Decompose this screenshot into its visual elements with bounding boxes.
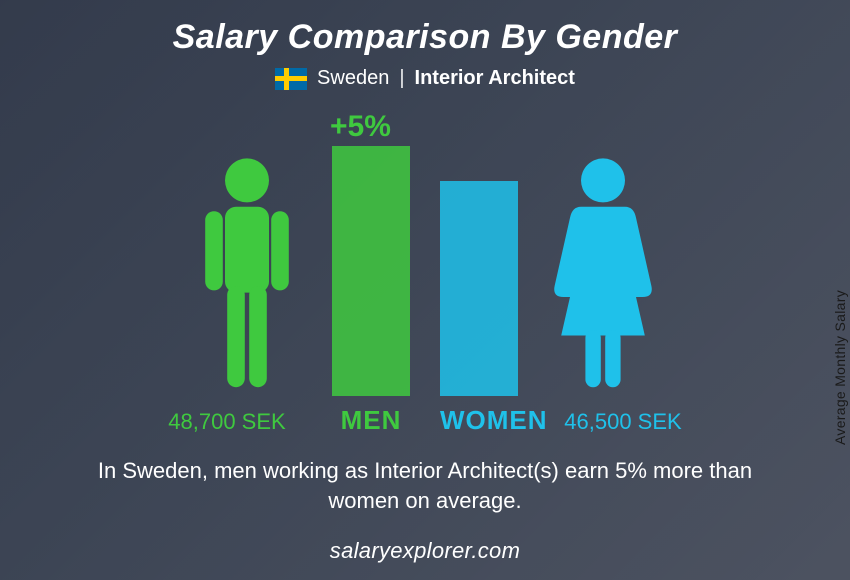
header: Salary Comparison By Gender Sweden | Int…: [0, 0, 850, 90]
bottom-labels: 48,700 SEK MEN WOMEN 46,500 SEK: [0, 405, 850, 436]
y-axis-label: Average Monthly Salary: [832, 290, 848, 445]
chart-area: +5% 48,700 SEK: [0, 110, 850, 440]
men-salary: 48,700 SEK: [152, 409, 302, 435]
male-person-icon: [192, 154, 302, 396]
men-bar: [332, 146, 410, 396]
female-person-icon: [548, 154, 658, 396]
women-label: WOMEN: [440, 405, 518, 436]
women-salary: 46,500 SEK: [548, 409, 698, 435]
footer-source: salaryexplorer.com: [0, 538, 850, 564]
women-bar: [440, 181, 518, 396]
divider: |: [399, 67, 404, 90]
summary-text: In Sweden, men working as Interior Archi…: [60, 456, 790, 515]
job-title: Interior Architect: [415, 67, 575, 90]
percent-difference-label: +5%: [330, 110, 391, 144]
sweden-flag-icon: [275, 68, 307, 90]
men-label: MEN: [332, 405, 410, 436]
page-title: Salary Comparison By Gender: [0, 18, 850, 57]
country-label: Sweden: [317, 67, 389, 90]
bars-row: [0, 146, 850, 396]
subtitle-row: Sweden | Interior Architect: [0, 67, 850, 90]
